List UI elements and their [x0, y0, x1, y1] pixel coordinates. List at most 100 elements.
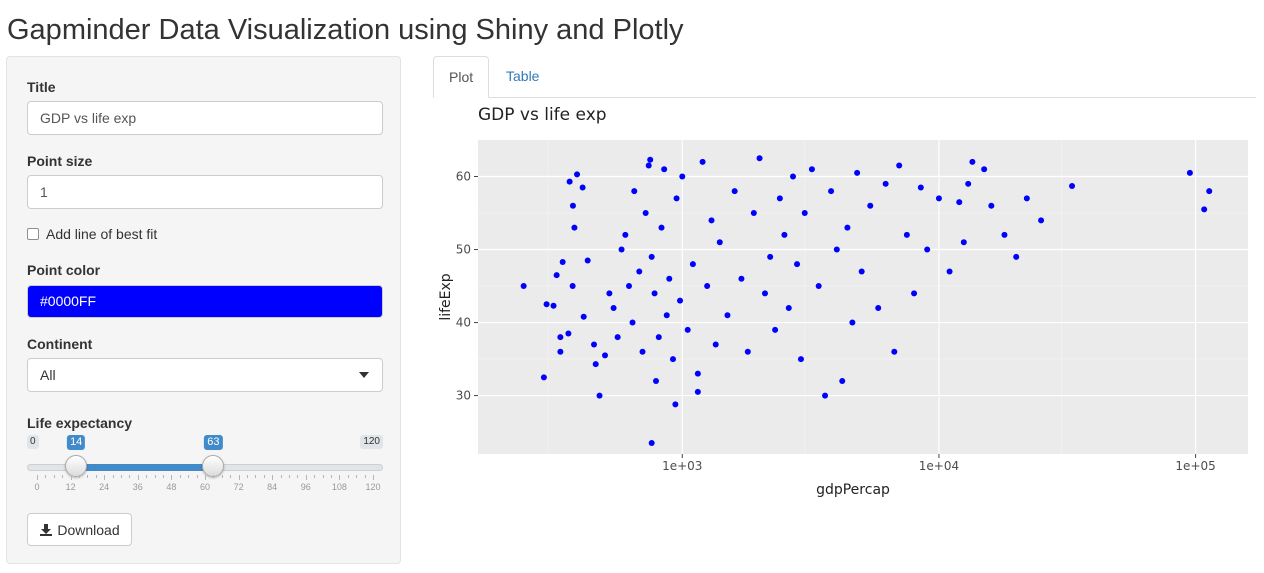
slider-high-handle[interactable] [202, 455, 225, 477]
slider-minor-tick [263, 475, 265, 478]
data-point [651, 290, 658, 297]
fit-checkbox[interactable] [27, 228, 39, 240]
download-icon [40, 523, 53, 536]
continent-select[interactable]: All [27, 358, 383, 392]
data-point [1013, 253, 1020, 260]
slider-minor-tick [356, 475, 358, 478]
slider-tick-label: 84 [267, 482, 278, 492]
point-size-input[interactable] [27, 175, 383, 209]
slider-tick-label: 96 [300, 482, 311, 492]
data-point [772, 326, 779, 333]
x-tick-label: 1e+05 [1175, 459, 1215, 473]
data-point [708, 217, 715, 224]
data-point [988, 202, 995, 209]
slider-tick-mark [104, 475, 106, 480]
slider-ticks: 0 12 24 36 48 60 72 84 96 108 120 [27, 475, 383, 495]
data-point [566, 178, 573, 185]
data-point [882, 180, 889, 187]
data-point [896, 162, 903, 169]
slider-minor-tick [154, 475, 156, 478]
data-point [797, 356, 804, 363]
data-point [666, 275, 673, 282]
data-point [655, 334, 662, 341]
slider-tick-label: 12 [65, 482, 76, 492]
slider-minor-tick [95, 475, 97, 478]
data-point [1038, 217, 1045, 224]
data-point [684, 326, 691, 333]
slider-selected-range [76, 464, 214, 471]
data-point [750, 210, 757, 217]
data-point [559, 258, 566, 265]
fit-checkbox-label: Add line of best fit [46, 226, 158, 242]
slider-minor-tick [331, 475, 332, 478]
data-point [663, 312, 670, 319]
data-point [833, 246, 840, 253]
scatter-plot[interactable]: 1e+03 1e+04 1e+05 30 40 50 60 GDP vs life exp gd… [433, 100, 1256, 510]
slider-tick-mark [70, 475, 72, 480]
tab-table[interactable]: Table [506, 68, 540, 84]
data-point [631, 188, 638, 195]
data-point [724, 312, 731, 319]
data-point [574, 171, 581, 178]
data-point [550, 302, 557, 309]
plot-title: GDP vs life exp [478, 105, 607, 125]
data-point [965, 180, 972, 187]
data-point [917, 184, 924, 191]
data-point [981, 166, 988, 173]
slider-min-label: 0 [27, 435, 39, 449]
data-point [694, 388, 701, 395]
slider-minor-tick [79, 475, 80, 478]
slider-tick-mark [171, 475, 173, 480]
data-point [712, 341, 719, 348]
data-point [776, 195, 783, 202]
data-point [672, 401, 679, 408]
slider-tick-mark [205, 475, 206, 480]
title-label: Title [27, 79, 56, 95]
slider-minor-tick [221, 475, 223, 478]
data-point [677, 297, 684, 304]
data-point [935, 195, 942, 202]
slider-max-label: 120 [360, 435, 383, 449]
data-point [661, 166, 668, 173]
slider-minor-tick [121, 475, 122, 478]
data-point [767, 253, 774, 260]
data-point [1069, 183, 1076, 190]
data-point [1186, 169, 1193, 176]
title-input[interactable] [27, 101, 383, 135]
data-point [1001, 231, 1008, 238]
slider-tick-label: 60 [199, 482, 211, 492]
data-point [858, 268, 865, 275]
slider-minor-tick [129, 475, 131, 478]
x-tick-label: 1e+03 [662, 459, 702, 473]
data-point [648, 440, 655, 447]
tab-plot[interactable]: Plot [433, 56, 490, 98]
data-point [669, 356, 676, 363]
point-color-input[interactable]: #0000FF [27, 285, 383, 318]
slider-minor-tick [112, 475, 114, 478]
data-point [946, 268, 953, 275]
data-point [960, 239, 967, 246]
slider-low-handle[interactable] [65, 455, 88, 477]
life-expectancy-slider[interactable]: 0 120 14 63 0 12 24 36 48 60 72 84 96 108 120 [27, 435, 383, 495]
slider-minor-tick [87, 475, 89, 478]
fit-checkbox-row[interactable]: Add line of best fit [27, 226, 157, 242]
data-point [761, 290, 768, 297]
data-point [1201, 206, 1208, 213]
life-expectancy-label: Life expectancy [27, 415, 133, 431]
slider-minor-tick [347, 475, 349, 478]
slider-tick-mark [238, 475, 240, 480]
data-point [647, 156, 654, 163]
sidebar-panel: Title Point size Add line of best fit Po… [6, 56, 401, 564]
data-point [642, 210, 649, 217]
slider-tick-mark [137, 475, 139, 480]
data-point [580, 313, 587, 320]
data-point [789, 173, 796, 180]
data-point [744, 348, 751, 355]
data-point [673, 195, 680, 202]
data-point [756, 155, 763, 162]
data-point [731, 188, 738, 195]
data-point [565, 330, 572, 337]
download-button[interactable]: Download [27, 513, 132, 546]
data-point [815, 283, 822, 290]
slider-minor-tick [314, 475, 316, 478]
